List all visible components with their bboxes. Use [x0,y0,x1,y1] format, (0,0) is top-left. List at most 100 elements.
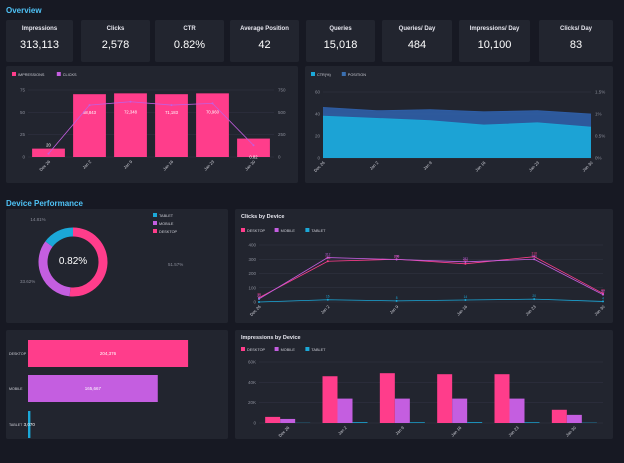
y-right-tick-label: 1.5% [595,90,605,95]
mobile-clicks-line [258,257,604,300]
x-tick-label: Jan 30 [581,160,594,173]
point-data-label: 318 [532,252,538,256]
kpi-value: 10,100 [477,39,512,51]
bar-data-label: 70,960 [206,109,219,114]
bar-data-label: 3,070 [24,422,36,427]
mobile-clicks-point [533,258,536,261]
desktop-bar [28,340,189,367]
desktop-impressions-bar [437,374,453,423]
x-tick-label: Jan 30 [565,425,578,438]
mobile-clicks-point [326,256,329,259]
point-data-label: 22 [257,294,261,298]
donut-center-value: 0.82% [58,256,88,267]
y-tick-label: 100 [248,285,256,290]
x-tick-label: Dec 26 [38,159,51,172]
legend-label: MOBILE [159,222,174,226]
mobile-impressions-bar [394,398,410,423]
x-tick-label: Dec 26 [249,304,262,317]
y-tick-label: 0 [253,300,256,305]
ctr-position-chart: CTR(%) POSITION 0 0% 20 0.5% 40 1% 60 1.5% Dec 26 J… [311,72,605,173]
impressions-bar [237,138,270,157]
point-data-label: 4 [602,296,604,300]
clicks-point [88,104,91,107]
legend-label: DESKTOP [247,348,266,352]
y-category-label: DESKTOP [9,352,27,356]
kpi-impressions-per-day[interactable]: Impressions/ Day 10,100 [459,20,530,62]
legend-label: CTR(%) [317,73,331,77]
legend-label: TABLET [311,348,326,352]
impressions-by-device-chart: DESKTOP MOBILE TABLET 0 20K 40K 60K Dec 26 Jan 2… [241,347,603,438]
x-tick-label: Dec 26 [277,425,290,438]
point-data-label: 16 [326,295,330,299]
kpi-clicks-per-day[interactable]: Clicks/ Day 83 [539,20,613,62]
x-tick-label: Jan 30 [593,304,606,317]
kpi-label: Impressions [21,26,58,32]
kpi-label: CTR [183,26,196,32]
mobile-bar [28,375,158,402]
kpi-value: 15,018 [323,39,358,51]
bar-data-label: 68,843 [83,110,96,115]
kpi-average-position[interactable]: Average Position 42 [230,20,299,62]
device-hbar-panel: 204,376 DESKTOP 165,667 MOBILE 3,070 TABLET [6,330,228,439]
point-data-label: 300 [394,254,400,258]
tablet-clicks-point [395,299,398,302]
kpi-impressions[interactable]: Impressions 313,113 [6,20,73,62]
kpi-label: Clicks [106,26,125,32]
y-tick-label: 400 [248,243,256,248]
y-left-tick-label: 0 [22,155,25,160]
y-right-tick-label: 0.5% [595,134,605,139]
impressions-clicks-chart: IMPRESSIONS CLICKS 0 0 25 250 50 500 75 750 20 Dec … [12,72,286,172]
mobile-impressions-bar [566,414,582,423]
legend-swatch [274,347,279,351]
impressions-clicks-chart-panel: IMPRESSIONS CLICKS 0 0 25 250 50 500 75 750 20 Dec … [6,66,298,183]
tablet-impressions-bar [467,422,483,423]
donut-slice [45,227,74,247]
point-data-label: 268 [463,259,469,263]
bar-data-label: 165,667 [85,386,102,391]
device-performance-title: Device Performance [6,199,83,208]
bar-data-label: 72,348 [124,109,137,114]
desktop-impressions-bar [322,376,338,423]
y-right-tick-label: 500 [278,110,286,115]
y-left-tick-label: 20 [315,134,321,139]
y-left-tick-label: 40 [315,112,321,117]
impressions-bar [114,93,147,157]
tablet-impressions-bar [352,422,368,423]
tablet-clicks-point [258,301,260,303]
kpi-clicks[interactable]: Clicks 2,578 [81,20,150,62]
x-tick-label: Jan 23 [203,159,216,172]
kpi-value: 313,113 [20,39,59,51]
y-right-tick-label: 0 [278,155,281,160]
ctr-position-chart-panel: CTR(%) POSITION 0 0% 20 0.5% 40 1% 60 1.5% Dec 26 J… [305,66,613,183]
y-category-label: TABLET [9,423,23,427]
donut-slice-label: 14.81% [30,217,45,222]
x-tick-label: Jan 23 [528,160,541,173]
impressions-bar [155,94,188,157]
y-tick-label: 20K [248,400,256,405]
kpi-queries[interactable]: Queries 15,018 [306,20,375,62]
bar-data-label: 204,376 [100,351,117,356]
tablet-clicks-point [602,300,604,303]
tablet-clicks-point [326,298,329,301]
x-tick-label: Dec 26 [313,160,326,173]
donut-slice [38,241,71,297]
legend-swatch [153,229,157,233]
point-data-label: 14 [464,295,468,299]
x-tick-label: Jan 16 [450,425,463,438]
point-data-label: 8 [396,296,398,300]
x-tick-label: Jan 16 [162,159,175,172]
y-left-tick-label: 25 [20,132,26,137]
legend-swatch [305,228,310,232]
legend-swatch [153,213,157,217]
overview-title: Overview [6,6,42,15]
kpi-queries-per-day[interactable]: Queries/ Day 484 [382,20,452,62]
legend-label: CLICKS [63,73,77,77]
y-right-tick-label: 1% [595,112,602,117]
legend-swatch [56,72,61,76]
y-tick-label: 300 [248,257,256,262]
clicks-line [48,101,254,154]
kpi-value: 484 [407,39,427,51]
bar-data-label: 71,183 [165,110,178,115]
desktop-impressions-bar [265,416,281,423]
kpi-ctr[interactable]: CTR 0.82% [155,20,224,62]
